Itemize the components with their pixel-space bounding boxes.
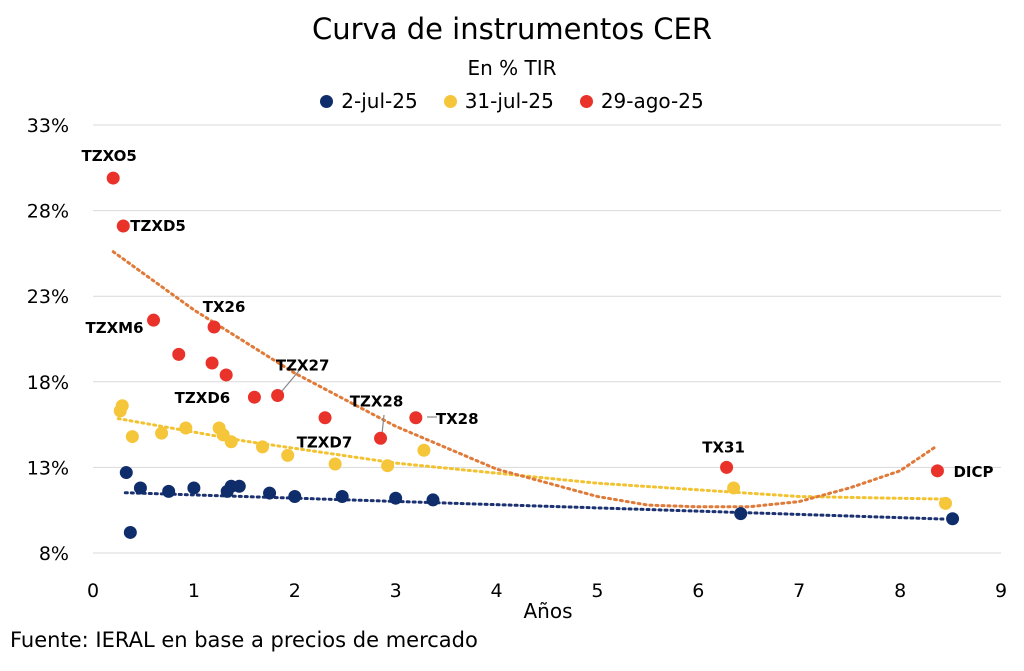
point-label: TZXD6 [175, 389, 231, 407]
data-point [125, 430, 139, 444]
x-tick-label: 6 [692, 580, 704, 602]
data-point [187, 481, 201, 495]
legend-label: 31-jul-25 [464, 89, 554, 113]
data-point [426, 493, 440, 507]
data-point [119, 466, 133, 480]
data-point [930, 464, 944, 478]
data-point [939, 496, 953, 510]
data-point [232, 479, 246, 493]
legend-marker-icon [579, 94, 593, 108]
point-label: DICP [953, 463, 993, 481]
x-tick-label: 3 [390, 580, 402, 602]
point-label: TZXO5 [82, 147, 137, 165]
point-label: TZX28 [350, 392, 404, 410]
data-point [409, 411, 423, 425]
legend-marker-icon [320, 94, 334, 108]
y-tick-label: 28% [27, 201, 69, 223]
data-point [123, 525, 137, 539]
data-point [207, 320, 221, 334]
x-tick-label: 9 [995, 580, 1007, 602]
y-tick-label: 23% [27, 286, 69, 308]
y-tick-label: 8% [39, 543, 69, 565]
data-point [335, 490, 349, 504]
data-point [255, 440, 269, 454]
x-tick-label: 1 [188, 580, 200, 602]
data-point [946, 512, 960, 526]
legend-item-29-ago-25: 29-ago-25 [579, 89, 704, 113]
data-point [720, 460, 734, 474]
chart-legend: 2-jul-25 31-jul-25 29-ago-25 [0, 89, 1024, 113]
legend-item-31-jul-25: 31-jul-25 [443, 89, 554, 113]
trendline [111, 250, 937, 509]
legend-label: 2-jul-25 [341, 89, 418, 113]
data-point [247, 390, 261, 404]
x-axis-title: Años [523, 599, 572, 623]
data-point [106, 171, 120, 185]
chart-title: Curva de instrumentos CER [311, 12, 713, 46]
label-leader-line [281, 365, 304, 392]
data-point [133, 481, 147, 495]
data-point [734, 507, 748, 521]
data-point [328, 457, 342, 471]
point-label: TZXM6 [85, 319, 143, 337]
x-tick-label: 0 [87, 580, 99, 602]
data-point [271, 388, 285, 402]
data-point [115, 399, 129, 413]
point-label: TZXD5 [130, 217, 186, 235]
data-point [389, 491, 403, 505]
data-point [155, 426, 169, 440]
legend-marker-icon [443, 94, 457, 108]
x-tick-label: 8 [894, 580, 906, 602]
data-point [205, 356, 219, 370]
point-label: TX26 [203, 298, 246, 316]
data-point [179, 421, 193, 435]
legend-item-2-jul-25: 2-jul-25 [320, 89, 418, 113]
x-tick-label: 4 [491, 580, 503, 602]
y-tick-label: 18% [27, 372, 69, 394]
data-point [727, 481, 741, 495]
data-point [219, 368, 233, 382]
data-point [318, 411, 332, 425]
data-point [224, 435, 238, 449]
y-tick-label: 33% [27, 115, 69, 137]
data-point [172, 347, 186, 361]
data-point [263, 486, 277, 500]
data-point [374, 431, 388, 445]
x-tick-label: 7 [793, 580, 805, 602]
point-label: TZXD7 [297, 433, 353, 451]
data-point [288, 490, 302, 504]
point-label: TX31 [702, 438, 745, 456]
data-point [162, 484, 176, 498]
data-point [381, 459, 395, 473]
trendline [123, 491, 947, 521]
data-point [147, 313, 161, 327]
point-label: TZX27 [276, 356, 330, 374]
data-point [417, 443, 431, 457]
label-leader-line [381, 414, 385, 435]
point-label: TX28 [436, 410, 479, 428]
x-tick-label: 2 [289, 580, 301, 602]
chart-subtitle: En % TIR [467, 56, 557, 80]
data-point [281, 448, 295, 462]
legend-label: 29-ago-25 [600, 89, 704, 113]
y-tick-label: 13% [27, 457, 69, 479]
source-note: Fuente: IERAL en base a precios de merca… [10, 628, 478, 652]
data-point [116, 219, 130, 233]
x-tick-label: 5 [591, 580, 603, 602]
